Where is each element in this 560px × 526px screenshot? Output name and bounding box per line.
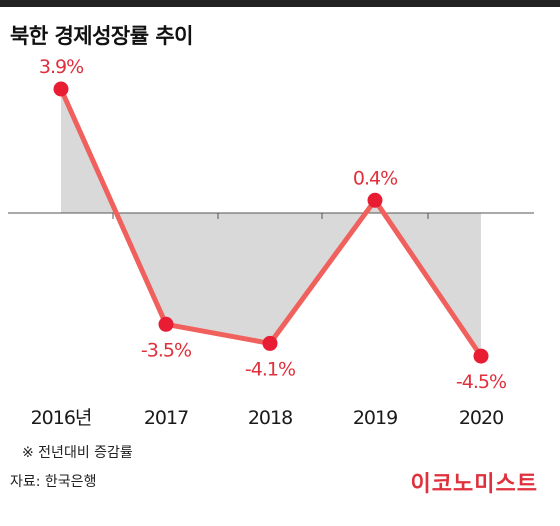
data-point [53,81,69,97]
data-point [158,316,174,332]
x-tick-label: 2019 [353,407,397,429]
data-label: 3.9% [39,56,83,78]
footnote: ※ 전년대비 증감률 [22,445,133,461]
x-tick-label: 2018 [248,407,292,429]
data-point [473,348,489,364]
data-label: -4.1% [245,358,295,380]
data-label: -3.5% [141,339,191,361]
source-note: 자료: 한국은행 [10,474,97,490]
top-bar [0,0,560,7]
data-label: -4.5% [456,371,506,393]
data-point [262,335,278,351]
data-label: 0.4% [353,167,397,189]
data-point [367,192,383,208]
x-tick-label: 2020 [459,407,503,429]
x-tick-label: 2017 [144,407,188,429]
area-fill [61,89,481,357]
x-tick-label: 2016년 [31,407,92,429]
chart-title: 북한 경제성장률 추이 [10,24,194,48]
brand-logo: 이코노미스트 [410,472,538,497]
